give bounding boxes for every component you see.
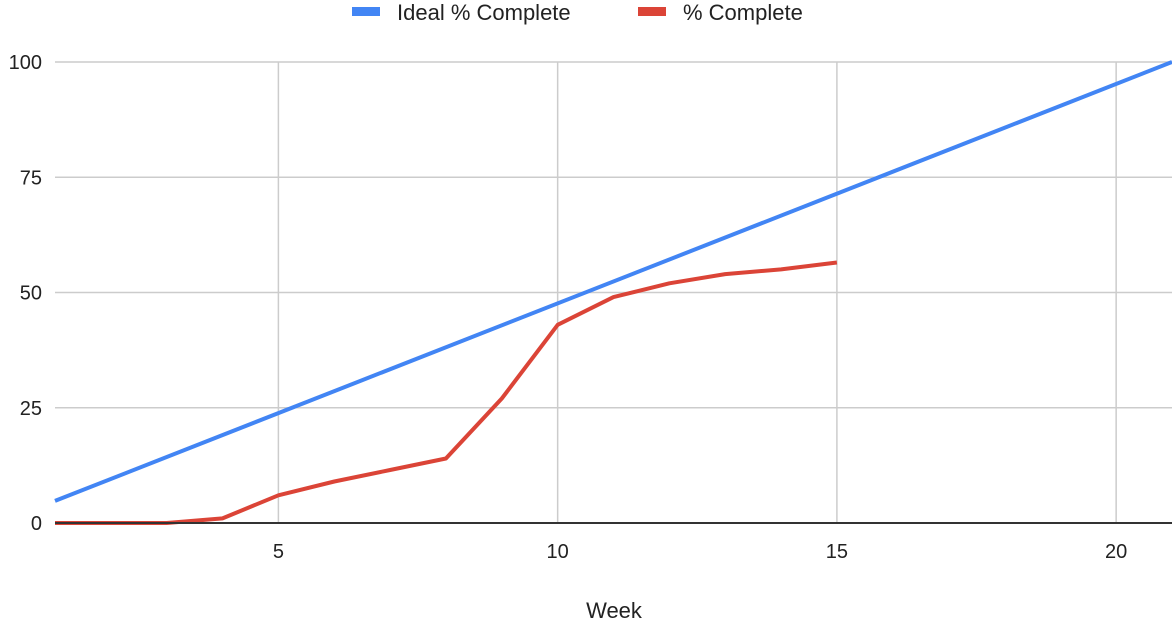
- series-line-1: [55, 260, 838, 525]
- legend-swatch: [638, 7, 666, 16]
- x-tick-label: 10: [547, 541, 569, 563]
- legend-label: % Complete: [683, 0, 803, 25]
- x-tick-label: 20: [1105, 541, 1127, 563]
- x-axis-title: Week: [586, 598, 643, 622]
- grid-lines: [55, 61, 1172, 523]
- x-tick-label: 5: [273, 541, 284, 563]
- series-lines: [54, 60, 1172, 525]
- x-tick-label: 15: [826, 541, 848, 563]
- axes: 0 25 50 75 100 5 10 15 20: [9, 52, 1172, 563]
- legend: Ideal % Complete % Complete: [352, 0, 803, 25]
- y-tick-label: 25: [20, 398, 42, 420]
- legend-swatch: [352, 7, 380, 16]
- series-line-0: [54, 60, 1172, 503]
- y-tick-label: 0: [31, 513, 42, 535]
- legend-label: Ideal % Complete: [397, 0, 571, 25]
- y-tick-label: 50: [20, 283, 42, 305]
- y-tick-label: 75: [20, 167, 42, 189]
- y-tick-label: 100: [9, 52, 42, 74]
